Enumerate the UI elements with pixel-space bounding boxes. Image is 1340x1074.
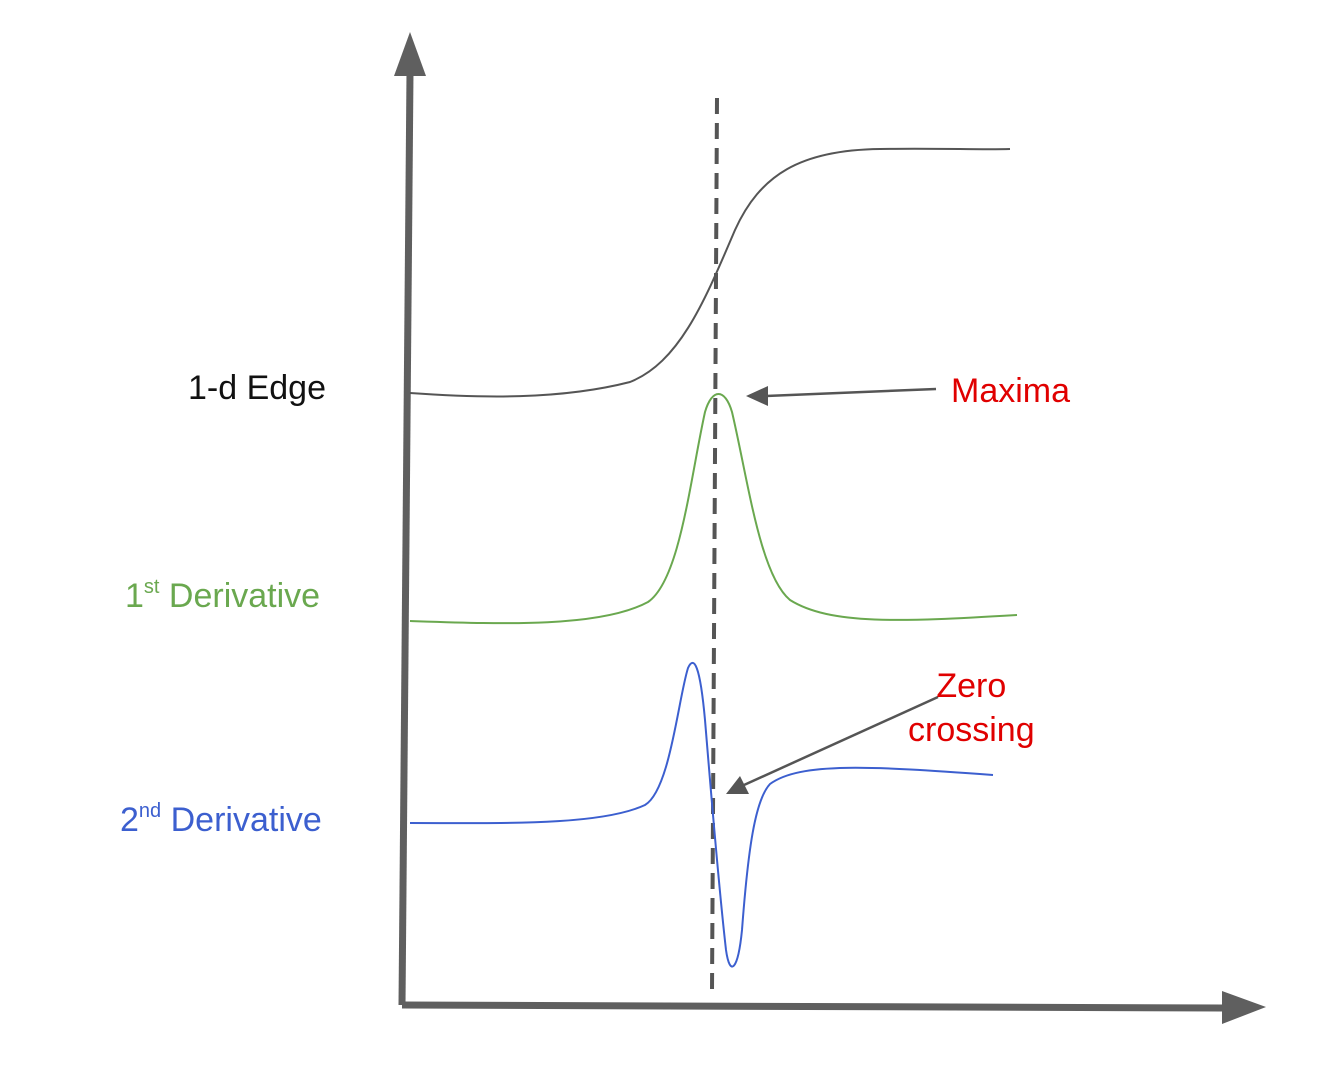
zero-crossing-line1: Zero (936, 667, 1007, 705)
zero-crossing-arrowhead (726, 776, 749, 794)
axes (394, 32, 1266, 1024)
zero-crossing-line2: crossing (908, 711, 1035, 749)
first-derivative-text: Derivative (159, 577, 321, 615)
edge-label-text: 1-d Edge (188, 369, 326, 407)
second-derivative-text: Derivative (161, 801, 322, 839)
second-derivative-curve (409, 662, 994, 968)
second-derivative-suffix: nd (138, 800, 162, 822)
annotation-arrows (726, 386, 939, 794)
x-axis-arrowhead (1222, 991, 1266, 1024)
first-derivative-label: 1st Derivative (125, 576, 320, 616)
maxima-label-text: Maxima (951, 372, 1071, 410)
zero-crossing-label: Zero crossing (908, 664, 1035, 752)
second-derivative-label: 2nd Derivative (120, 800, 322, 840)
maxima-arrowhead (746, 386, 768, 406)
first-derivative-curve (409, 393, 1018, 625)
y-axis (398, 71, 414, 1006)
edge-curve (409, 147, 1011, 398)
first-derivative-suffix: st (143, 576, 160, 598)
zero-crossing-arrow-line (743, 695, 939, 787)
x-axis (401, 1001, 1223, 1012)
first-derivative-number: 1 (125, 577, 144, 615)
edge-label: 1-d Edge (188, 368, 326, 408)
maxima-arrow-line (765, 387, 937, 398)
second-derivative-number: 2 (120, 801, 139, 839)
y-axis-arrowhead (394, 32, 426, 76)
maxima-label: Maxima (951, 371, 1070, 411)
